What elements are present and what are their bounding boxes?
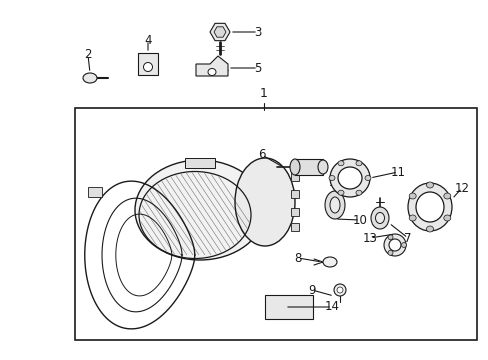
Ellipse shape <box>375 212 384 224</box>
Ellipse shape <box>364 175 370 180</box>
Ellipse shape <box>337 190 343 195</box>
Text: 3: 3 <box>254 26 261 39</box>
Ellipse shape <box>408 193 415 199</box>
Ellipse shape <box>207 68 216 76</box>
Ellipse shape <box>329 197 339 213</box>
Text: 7: 7 <box>404 231 411 244</box>
Ellipse shape <box>337 161 343 166</box>
Ellipse shape <box>333 284 346 296</box>
Ellipse shape <box>415 192 443 222</box>
Ellipse shape <box>387 250 392 255</box>
Text: 1: 1 <box>260 87 267 100</box>
Text: 14: 14 <box>324 301 339 314</box>
Text: 6: 6 <box>258 148 265 162</box>
Ellipse shape <box>387 235 392 240</box>
Ellipse shape <box>336 287 342 293</box>
Ellipse shape <box>323 257 336 267</box>
Bar <box>75 108 476 340</box>
Ellipse shape <box>235 158 294 246</box>
Bar <box>290 223 298 231</box>
Ellipse shape <box>337 167 361 189</box>
Bar <box>184 158 215 168</box>
Text: 2: 2 <box>84 49 92 62</box>
Bar <box>138 53 158 75</box>
Ellipse shape <box>325 191 345 219</box>
Text: 4: 4 <box>144 33 151 46</box>
Ellipse shape <box>426 182 433 188</box>
Text: 12: 12 <box>453 181 468 194</box>
Bar <box>290 190 298 198</box>
Ellipse shape <box>401 243 406 248</box>
Text: 11: 11 <box>390 166 405 179</box>
Ellipse shape <box>407 183 451 231</box>
Polygon shape <box>214 27 225 37</box>
Ellipse shape <box>329 159 369 197</box>
Ellipse shape <box>328 175 334 180</box>
Ellipse shape <box>443 193 450 199</box>
Bar <box>290 208 298 216</box>
Bar <box>294 159 323 175</box>
Ellipse shape <box>143 63 152 72</box>
Ellipse shape <box>383 234 405 256</box>
Ellipse shape <box>289 159 299 175</box>
Ellipse shape <box>317 160 327 174</box>
Ellipse shape <box>83 73 97 83</box>
Bar <box>290 173 298 181</box>
Polygon shape <box>196 56 227 76</box>
Text: 8: 8 <box>294 252 301 265</box>
Text: 5: 5 <box>254 62 261 75</box>
Text: 13: 13 <box>362 231 377 244</box>
Text: 9: 9 <box>307 284 315 297</box>
Ellipse shape <box>388 239 400 251</box>
Ellipse shape <box>443 215 450 221</box>
Ellipse shape <box>408 215 415 221</box>
Bar <box>264 295 312 319</box>
Text: 10: 10 <box>352 213 366 226</box>
Ellipse shape <box>426 226 433 232</box>
Ellipse shape <box>370 207 388 229</box>
Bar <box>88 187 102 197</box>
Ellipse shape <box>355 190 361 195</box>
Ellipse shape <box>135 160 264 260</box>
Ellipse shape <box>355 161 361 166</box>
Polygon shape <box>209 23 229 41</box>
